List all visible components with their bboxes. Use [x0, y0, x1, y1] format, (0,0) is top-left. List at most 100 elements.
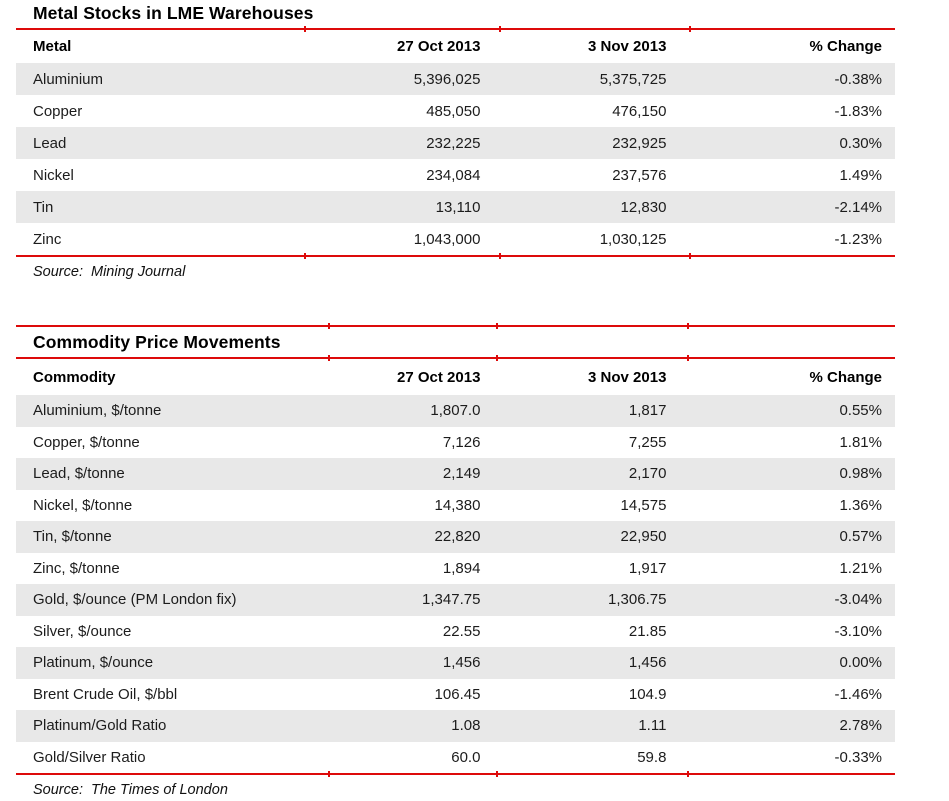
table-row: Tin, $/tonne 22,820 22,950 0.57%	[16, 521, 895, 553]
source-value: Mining Journal	[90, 264, 186, 280]
value-cell: 476,150	[612, 102, 667, 120]
source-label: Source:	[33, 264, 83, 280]
table-row: Silver, $/ounce 22.55 21.85 -3.10%	[16, 616, 895, 648]
value-cell: 1.36%	[839, 496, 882, 514]
table-row: Platinum/Gold Ratio 1.08 1.11 2.78%	[16, 710, 895, 742]
value-cell: -2.14%	[688, 191, 895, 223]
value-cell: -0.38%	[688, 63, 895, 95]
value-cell: -1.46%	[834, 685, 882, 703]
column-header-date1: 27 Oct 2013	[397, 38, 481, 55]
rule-tick	[689, 253, 692, 259]
value-cell: 22,820	[306, 521, 500, 553]
rule-tick	[499, 26, 502, 32]
value-cell: 1,306.75	[499, 584, 689, 616]
table-row: Aluminium 5,396,025 5,375,725 -0.38%	[16, 63, 895, 95]
value-cell: 1.11	[499, 710, 689, 742]
source-value: The Times of London	[90, 782, 228, 798]
value-cell: 1,817	[499, 395, 689, 427]
column-header-commodity: Commodity	[33, 368, 116, 386]
column-header-metal: Metal	[33, 38, 72, 55]
rule-tick	[495, 355, 498, 361]
table-title: Commodity Price Movements	[33, 332, 281, 352]
commodity-prices-table-section: Commodity Price Movements Commodity 27 O…	[16, 323, 895, 800]
value-cell: 0.98%	[688, 458, 895, 490]
value-cell: 0.55%	[688, 395, 895, 427]
value-cell: 1,456	[306, 647, 500, 679]
table-row: Brent Crude Oil, $/bbl 106.45 104.9 -1.46%	[16, 679, 895, 711]
value-cell: 232,225	[306, 127, 500, 159]
value-cell: 1,917	[628, 559, 667, 577]
rule-tick	[328, 355, 331, 361]
rule-tick	[304, 26, 307, 32]
source-line: Source: Mining Journal	[33, 263, 895, 282]
horizontal-rule	[16, 355, 895, 361]
value-cell: 2,170	[499, 458, 689, 490]
value-cell: 22.55	[442, 622, 481, 640]
table-row: Tin 13,110 12,830 -2.14%	[16, 191, 895, 223]
row-label-cell: Zinc	[33, 230, 62, 248]
value-cell: 1.81%	[839, 433, 882, 451]
value-cell: 1,347.75	[306, 584, 500, 616]
value-cell: 60.0	[451, 748, 481, 766]
table-row: Zinc, $/tonne 1,894 1,917 1.21%	[16, 553, 895, 585]
row-label-cell: Gold/Silver Ratio	[33, 748, 146, 766]
value-cell: 1,043,000	[413, 230, 481, 248]
value-cell: 0.57%	[688, 521, 895, 553]
rule-tick	[499, 253, 502, 259]
row-label-cell: Nickel, $/tonne	[33, 496, 133, 514]
row-label-cell: Lead	[16, 127, 307, 159]
value-cell: 14,575	[620, 496, 667, 514]
horizontal-rule	[16, 323, 895, 329]
row-label-cell: Nickel	[33, 166, 74, 184]
value-cell: 59.8	[637, 748, 667, 766]
column-header-date2: 3 Nov 2013	[588, 368, 667, 386]
row-label-cell: Aluminium	[16, 63, 307, 95]
value-cell: 12,830	[499, 191, 689, 223]
table-row: Zinc 1,043,000 1,030,125 -1.23%	[16, 223, 895, 255]
horizontal-rule	[16, 253, 895, 259]
column-header-date1: 27 Oct 2013	[397, 368, 481, 386]
value-cell: 0.30%	[688, 127, 895, 159]
rule-tick	[689, 26, 692, 32]
rule-tick	[495, 323, 498, 329]
rule-tick	[328, 323, 331, 329]
value-cell: 7,126	[442, 433, 481, 451]
row-label-cell: Zinc, $/tonne	[33, 559, 120, 577]
value-cell: 13,110	[306, 191, 500, 223]
row-label-cell: Tin, $/tonne	[16, 521, 307, 553]
value-cell: 1.49%	[839, 166, 882, 184]
value-cell: 2,149	[306, 458, 500, 490]
value-cell: 22,950	[499, 521, 689, 553]
table-row: Platinum, $/ounce 1,456 1,456 0.00%	[16, 647, 895, 679]
table-body-0: Aluminium 5,396,025 5,375,725 -0.38% Copper 4…	[16, 63, 895, 255]
horizontal-rule	[16, 26, 895, 32]
row-label-cell: Copper	[33, 102, 83, 120]
value-cell: -1.83%	[834, 102, 882, 120]
row-label-cell: Platinum, $/ounce	[16, 647, 307, 679]
value-cell: 2.78%	[688, 710, 895, 742]
value-cell: 14,380	[434, 496, 481, 514]
rule-tick	[304, 253, 307, 259]
value-cell: 1,030,125	[599, 230, 667, 248]
value-cell: 485,050	[426, 102, 481, 120]
rule-tick	[686, 323, 689, 329]
metal-stocks-table-section: Metal Stocks in LME Warehouses Metal 27 …	[16, 0, 895, 282]
value-cell: 104.9	[628, 685, 667, 703]
rule-tick	[686, 355, 689, 361]
value-cell: 7,255	[628, 433, 667, 451]
value-cell: -0.33%	[834, 748, 882, 766]
value-cell: 237,576	[612, 166, 667, 184]
value-cell: 1.08	[306, 710, 500, 742]
column-header-pct-change: % Change	[809, 38, 882, 55]
value-cell: 234,084	[426, 166, 481, 184]
table-row: Nickel, $/tonne 14,380 14,575 1.36%	[16, 490, 895, 522]
value-cell: -1.23%	[834, 230, 882, 248]
table-header: Metal 27 Oct 2013 3 Nov 2013 % Change	[16, 30, 895, 63]
value-cell: 1,456	[499, 647, 689, 679]
table-title: Metal Stocks in LME Warehouses	[33, 3, 314, 23]
row-label-cell: Copper, $/tonne	[33, 433, 140, 451]
table-row: Nickel 234,084 237,576 1.49%	[16, 159, 895, 191]
table-header: Commodity 27 Oct 2013 3 Nov 2013 % Chang…	[16, 359, 895, 395]
column-header-pct-change: % Change	[809, 368, 882, 386]
